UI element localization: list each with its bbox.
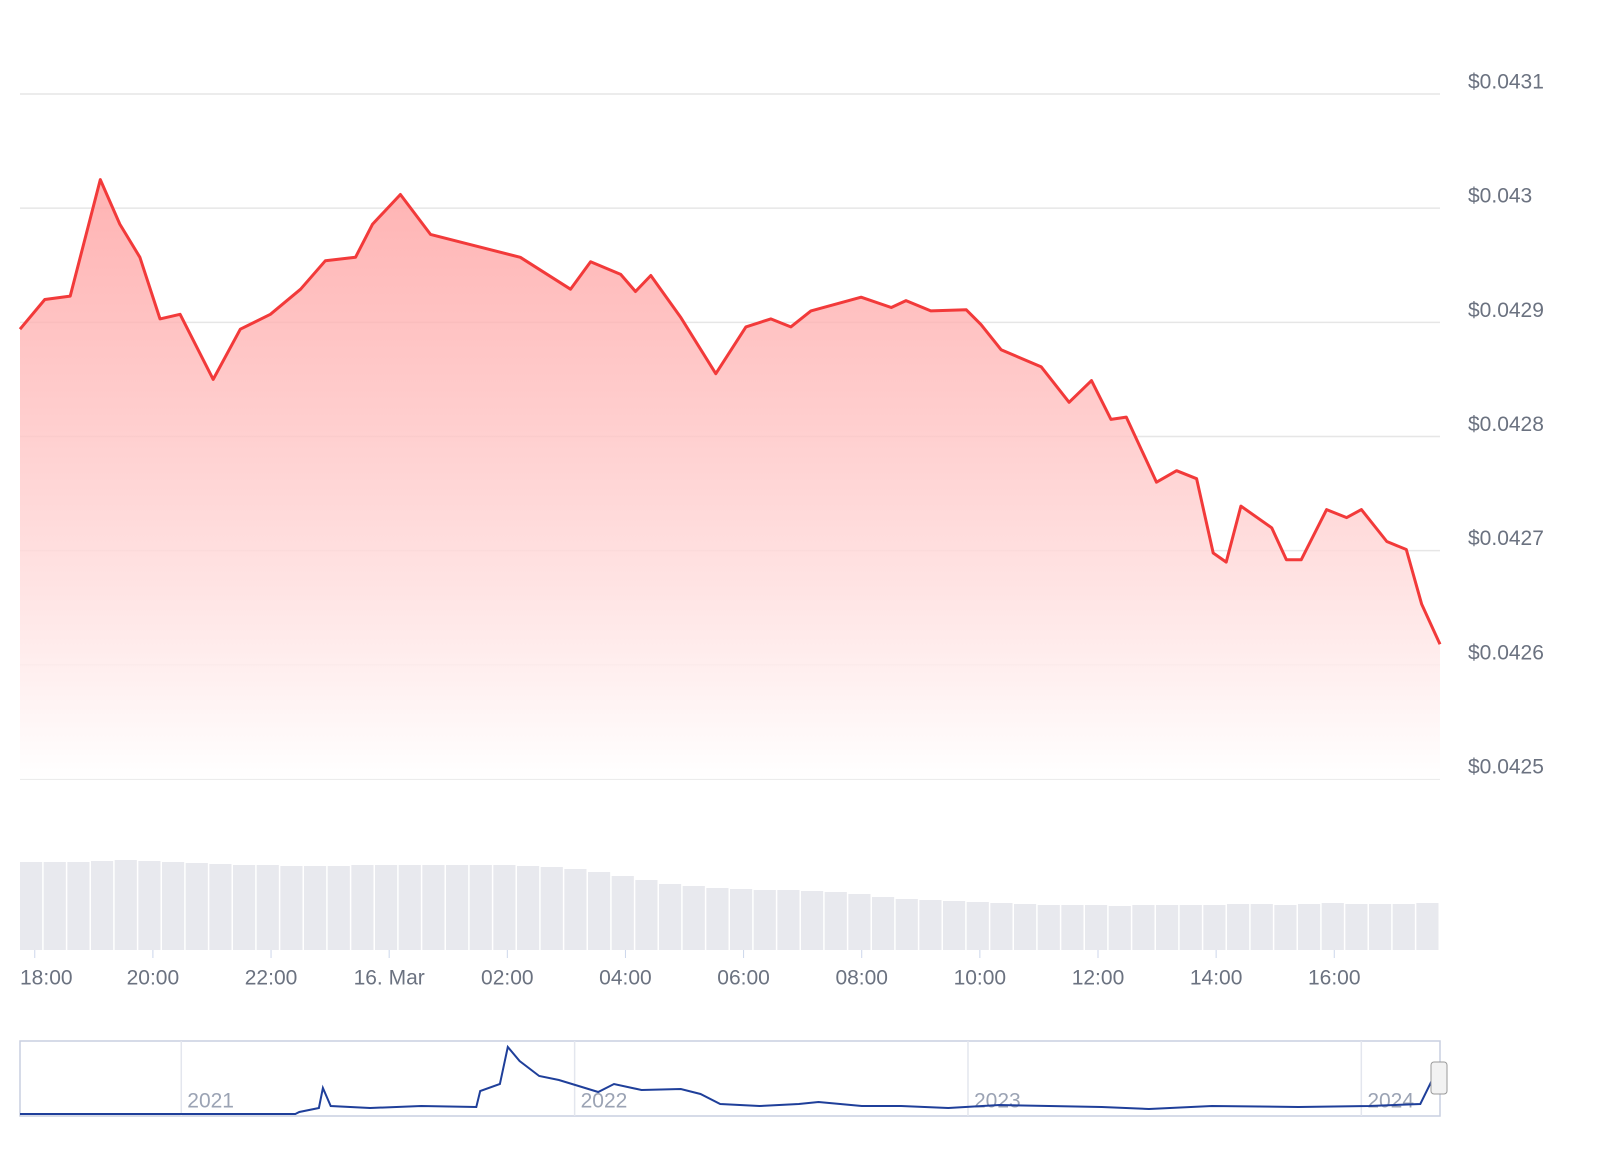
volume-bar: [1179, 905, 1202, 950]
navigator-label: 2022: [581, 1090, 628, 1113]
volume-bar: [1321, 903, 1344, 950]
volume-bar: [611, 876, 634, 950]
volume-bar: [162, 862, 185, 950]
x-tick-label: 18:00: [20, 967, 73, 990]
x-tick-label: 16:00: [1308, 967, 1361, 990]
volume-bar: [1203, 905, 1226, 950]
volume-bar: [1416, 903, 1439, 950]
volume-bar: [1227, 904, 1250, 950]
x-tick-label: 20:00: [127, 967, 180, 990]
volume-bar: [659, 884, 682, 950]
volume-bar: [114, 860, 137, 950]
volume-bar: [1250, 904, 1273, 950]
volume-bar: [43, 862, 66, 950]
volume-bar: [185, 863, 208, 950]
volume-bar: [1298, 904, 1321, 950]
volume-bar: [540, 867, 563, 950]
volume-bar: [966, 902, 989, 950]
x-tick-label: 10:00: [954, 967, 1007, 990]
volume-bar: [872, 897, 895, 950]
navigator-label: 2024: [1367, 1090, 1414, 1113]
y-tick-label: $0.0431: [1468, 71, 1544, 94]
y-tick-label: $0.043: [1468, 185, 1532, 208]
x-tick-label: 08:00: [835, 967, 888, 990]
volume-bar: [777, 890, 800, 950]
volume-bar: [1014, 904, 1037, 950]
volume-bar: [706, 888, 729, 950]
volume-bar: [848, 894, 871, 950]
volume-bar: [280, 866, 303, 950]
volume-bar: [1369, 904, 1392, 950]
area: [20, 179, 1440, 780]
volume-bar: [517, 866, 540, 950]
volume-bar: [233, 865, 256, 950]
x-tick-label: 02:00: [481, 967, 534, 990]
volume-bar: [422, 865, 445, 950]
y-tick-label: $0.0429: [1468, 299, 1544, 322]
navigator-label: 2023: [974, 1090, 1021, 1113]
y-tick-label: $0.0427: [1468, 527, 1544, 550]
volume-bar: [493, 865, 516, 950]
x-tick-label: 14:00: [1190, 967, 1243, 990]
volume-bar: [753, 890, 776, 950]
volume-bar: [67, 862, 90, 950]
volume-bar: [943, 901, 966, 950]
volume-bar: [304, 866, 327, 950]
volume-bar: [801, 891, 824, 950]
volume-bar: [635, 880, 658, 950]
volume-bar: [1061, 905, 1084, 950]
volume-bar: [1274, 905, 1297, 950]
volume-bar: [990, 903, 1013, 950]
volume-bar: [895, 899, 918, 950]
volume-bar: [469, 865, 492, 950]
volume-bar: [375, 865, 398, 950]
volume-bar: [1392, 904, 1415, 950]
navigator-line: [20, 1044, 1440, 1115]
navigator-label: 2021: [187, 1090, 234, 1113]
volume-bar: [1345, 904, 1368, 950]
x-tick-label: 06:00: [717, 967, 770, 990]
volume-bar: [1085, 905, 1108, 950]
volume-bar: [682, 886, 705, 950]
y-tick-label: $0.0425: [1468, 756, 1544, 779]
volume-bar: [588, 872, 611, 950]
volume-bar: [256, 865, 279, 950]
volume-bar: [398, 865, 421, 950]
volume-bar: [327, 866, 350, 950]
y-tick-label: $0.0428: [1468, 413, 1544, 436]
volume-bar: [20, 862, 43, 950]
volume-bar: [91, 861, 114, 950]
volume-bar: [564, 869, 587, 950]
volume-bar: [351, 865, 374, 950]
volume-bar: [446, 865, 469, 950]
volume-bar: [824, 892, 847, 950]
y-tick-label: $0.0426: [1468, 641, 1544, 664]
volume-bar: [1108, 906, 1131, 950]
price-line: [18, 178, 1442, 645]
x-tick-label: 12:00: [1072, 967, 1125, 990]
volume-bar: [919, 900, 942, 950]
volume-bar: [730, 889, 753, 950]
x-tick-label: 22:00: [245, 967, 298, 990]
x-tick-label: 16. Mar: [354, 967, 425, 990]
volume-bar: [1037, 905, 1060, 950]
volume-bar: [1156, 905, 1179, 950]
volume-bar: [1132, 905, 1155, 950]
volume-bar: [209, 864, 232, 950]
navigator-handle[interactable]: [1430, 1061, 1448, 1095]
volume-bar: [138, 861, 161, 950]
x-tick-label: 04:00: [599, 967, 652, 990]
